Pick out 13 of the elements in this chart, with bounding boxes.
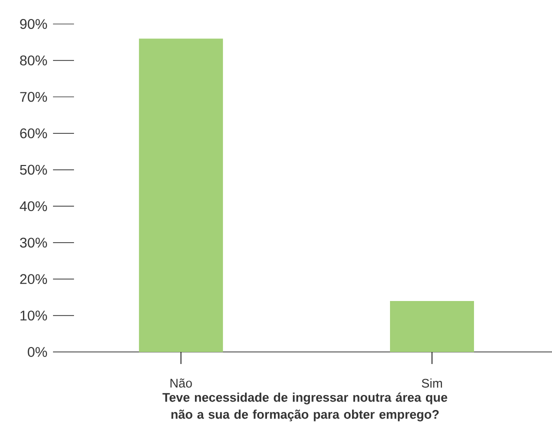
y-tick-label: 80% <box>20 55 47 66</box>
y-tick-label: 30% <box>20 238 47 248</box>
y-tick-label: 10% <box>20 310 47 321</box>
x-axis-title: Teve necessidade de ingressar noutra área que não a sua de formação para obter emprego? <box>162 392 448 422</box>
y-tick-label: 20% <box>20 274 47 284</box>
y-tick-label: 40% <box>20 201 47 212</box>
x-tick-label: Não <box>170 378 192 388</box>
y-tick-label: 50% <box>20 164 47 175</box>
y-tick-label: 90% <box>20 19 47 29</box>
y-tick-label: 0% <box>28 347 47 357</box>
y-tick-label: 70% <box>20 92 47 102</box>
x-tick-label: Sim <box>422 378 442 388</box>
y-tick-label: 60% <box>20 128 47 138</box>
